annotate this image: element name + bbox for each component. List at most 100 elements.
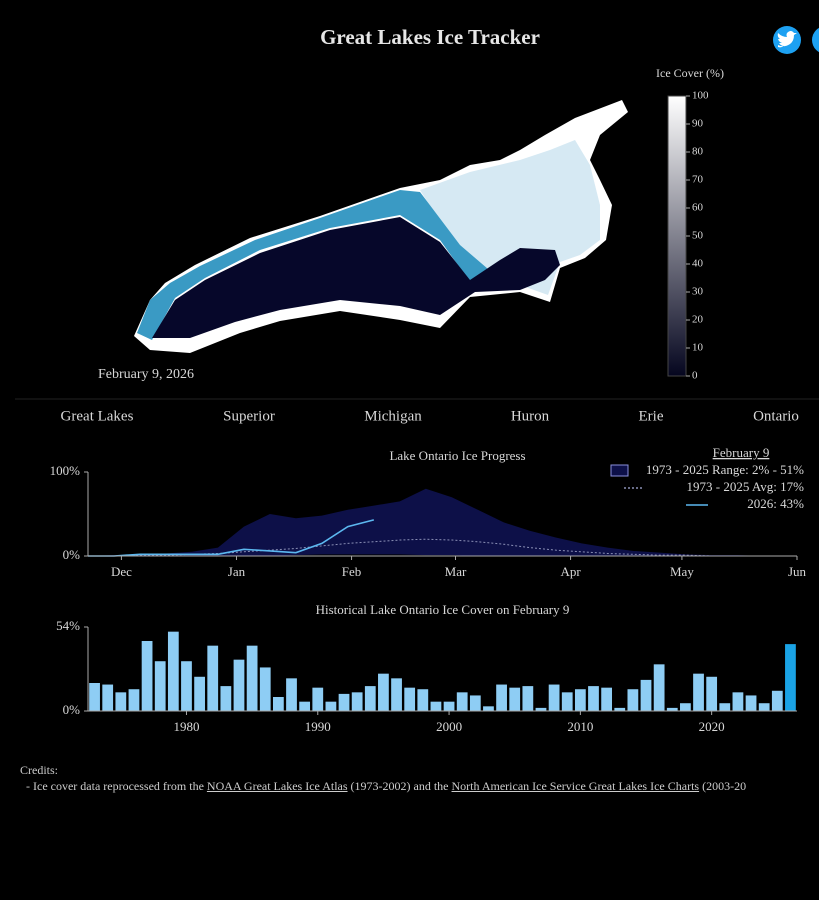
lake-tab[interactable]: Huron (511, 408, 550, 424)
bar (167, 631, 179, 711)
bar (154, 661, 166, 711)
credits-line: - Ice cover data reprocessed from the NO… (20, 778, 819, 794)
legend-title: February 9 (713, 445, 770, 460)
bar (128, 689, 140, 711)
y-tick-label: 100% (50, 463, 81, 478)
bar (325, 701, 337, 711)
bar (181, 661, 192, 711)
chart-title: Lake Ontario Ice Progress (389, 448, 525, 463)
bar (522, 686, 534, 711)
bar (535, 707, 547, 711)
x-tick-label: 2000 (436, 719, 462, 734)
page-title: Great Lakes Ice Tracker (320, 25, 540, 49)
credits-link[interactable]: NOAA Great Lakes Ice Atlas (206, 779, 348, 793)
bar (758, 703, 770, 711)
bar (233, 659, 245, 711)
bar (364, 686, 376, 711)
lake-tab[interactable]: Ontario (753, 408, 799, 424)
legend-swatch (610, 464, 629, 477)
dashboard: Great Lakes Ice Tracker February 9, 2026… (15, 25, 819, 734)
bar (640, 679, 652, 711)
lake-tab[interactable]: Great Lakes (61, 408, 134, 424)
colorbar-tick-label: 0 (692, 370, 698, 382)
lake-tab[interactable]: Superior (223, 408, 275, 424)
bar (614, 707, 626, 711)
colorbar-tick-label: 50 (692, 230, 704, 242)
lake-tab[interactable]: Erie (639, 408, 664, 424)
legend-label: 1973 - 2025 Range: 2% - 51% (646, 462, 804, 477)
bar (404, 687, 416, 711)
bar (601, 687, 613, 711)
x-tick-label: Jan (228, 564, 246, 579)
credits-title: Credits: (20, 763, 58, 777)
colorbar-tick-label: 90 (692, 118, 704, 130)
bar (509, 687, 521, 711)
y-tick-label: 54% (56, 618, 80, 633)
bar (391, 678, 402, 711)
bar (627, 689, 639, 711)
colorbar-title: Ice Cover (%) (656, 66, 724, 80)
x-tick-label: 1980 (173, 719, 199, 734)
x-tick-label: Feb (342, 564, 362, 579)
bar (259, 667, 271, 711)
bar (299, 701, 311, 711)
x-tick-label: Mar (445, 564, 467, 579)
colorbar-tick-label: 80 (692, 146, 704, 158)
range-area (88, 488, 790, 556)
colorbar-tick-label: 70 (692, 174, 704, 186)
y-tick-label: 0% (63, 702, 81, 717)
bar (115, 692, 127, 711)
credits-text: (1973-2002) and the (350, 779, 449, 793)
bar (456, 692, 468, 711)
bar (89, 683, 100, 711)
legend-label: 1973 - 2025 Avg: 17% (687, 479, 805, 494)
colorbar-tick-label: 30 (692, 286, 704, 298)
bar (771, 690, 783, 711)
lake-north-band (137, 190, 495, 340)
bar (666, 707, 678, 711)
colorbar-tick-label: 20 (692, 314, 704, 326)
bar (785, 644, 796, 711)
bar (653, 664, 665, 711)
bar (693, 673, 704, 711)
credits-text: (2003-20 (702, 779, 747, 793)
colorbar (667, 95, 687, 377)
bar (561, 692, 573, 711)
x-tick-label: 2010 (567, 719, 593, 734)
share-button[interactable] (812, 26, 819, 54)
x-tick-label: Apr (560, 564, 581, 579)
lake-map (134, 100, 628, 353)
map-date: February 9, 2026 (98, 367, 194, 382)
bar (719, 703, 731, 711)
bar (588, 686, 599, 711)
bar (443, 701, 455, 711)
bar (102, 684, 114, 711)
bar (351, 692, 363, 711)
bar (272, 697, 284, 711)
season-line (88, 519, 375, 557)
chart-title: Historical Lake Ontario Ice Cover on Feb… (316, 602, 570, 617)
bar (706, 676, 718, 711)
credits-link[interactable]: North American Ice Service Great Lakes I… (451, 779, 700, 793)
bar (246, 645, 258, 711)
bar (194, 676, 205, 711)
colorbar-tick-label: 10 (692, 342, 704, 354)
credits: Credits: - Ice cover data reprocessed fr… (20, 762, 819, 794)
bar (220, 686, 232, 711)
x-tick-label: May (670, 564, 694, 579)
bar (207, 645, 219, 711)
y-tick-label: 0% (63, 547, 81, 562)
bar (680, 703, 691, 711)
bar (548, 684, 560, 711)
colorbar-tick-label: 100 (692, 90, 709, 102)
bar (338, 693, 350, 711)
bar (430, 701, 442, 711)
bar (417, 689, 429, 711)
colorbar-tick-label: 60 (692, 202, 704, 214)
bar (496, 684, 507, 711)
bar (469, 695, 481, 711)
bar (141, 641, 153, 711)
lake-open-water (152, 217, 560, 338)
lake-tab[interactable]: Michigan (364, 408, 422, 424)
